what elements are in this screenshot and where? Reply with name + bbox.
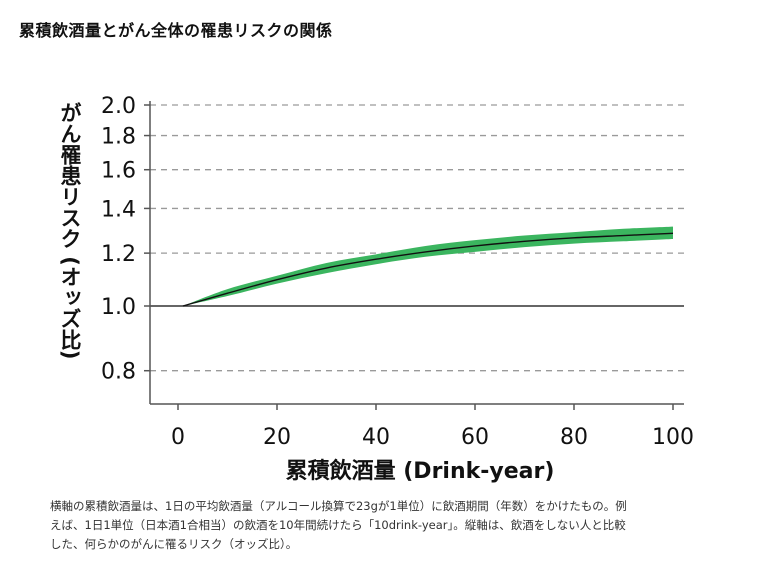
chart-title: 累積飲酒量とがん全体の罹患リスクの関係 bbox=[19, 21, 333, 40]
series-line bbox=[182, 232, 674, 307]
y-tick-labels: 0.8 1.0 1.2 1.4 1.6 1.8 2.0 bbox=[101, 94, 136, 385]
caption-line: 横軸の累積飲酒量は、1日の平均飲酒量（アルコール換算で23gが1単位）に飲酒期間… bbox=[50, 499, 627, 513]
x-tick-label: 80 bbox=[560, 425, 588, 450]
caption: 横軸の累積飲酒量は、1日の平均飲酒量（アルコール換算で23gが1単位）に飲酒期間… bbox=[50, 497, 725, 554]
caption-line: えば、1日1単位（日本酒1合相当）の飲酒を10年間続けたら「10drink-ye… bbox=[50, 518, 626, 532]
y-tick-label: 1.8 bbox=[101, 125, 136, 150]
y-tick-label: 2.0 bbox=[101, 94, 136, 119]
y-tick-label: 0.8 bbox=[101, 360, 136, 385]
caption-line: した、何らかのがんに罹るリスク（オッズ比）。 bbox=[50, 537, 298, 551]
y-tick-label: 1.4 bbox=[101, 197, 136, 222]
chart: 0.8 1.0 1.2 1.4 1.6 1.8 2.0 0 20 40 60 80 100 がん罹患リ… bbox=[58, 94, 694, 484]
y-axis-label: がん罹患リスク (オッズ比) bbox=[58, 101, 82, 359]
x-axis-label: 累積飲酒量 (Drink-year) bbox=[286, 458, 555, 484]
confidence-band bbox=[182, 226, 673, 306]
x-tick-label: 0 bbox=[171, 425, 185, 450]
x-tick-label: 60 bbox=[461, 425, 489, 450]
x-tick-labels: 0 20 40 60 80 100 bbox=[171, 404, 694, 450]
x-tick-label: 40 bbox=[362, 425, 390, 450]
x-tick-label: 100 bbox=[652, 425, 694, 450]
y-tick-label: 1.2 bbox=[101, 242, 136, 267]
y-tick-label: 1.0 bbox=[101, 295, 136, 320]
y-tick-label: 1.6 bbox=[101, 159, 136, 184]
x-tick-label: 20 bbox=[263, 425, 291, 450]
